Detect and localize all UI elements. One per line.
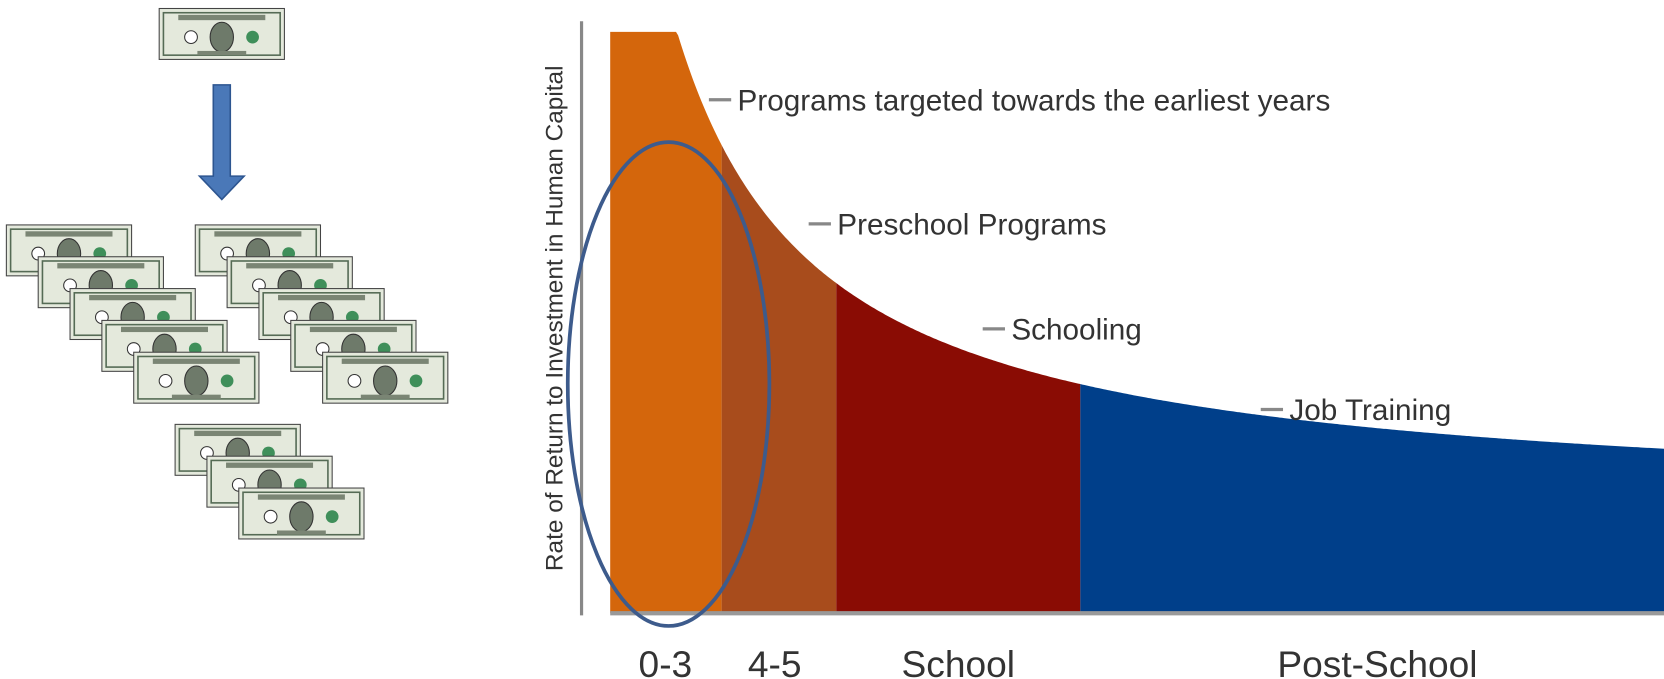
- bill-band: [89, 294, 177, 301]
- bill-seal-green: [220, 374, 234, 388]
- bill-bottom: [360, 394, 410, 399]
- bill-band: [194, 430, 282, 437]
- bill-bottom: [197, 50, 247, 56]
- segment-label: School: [902, 643, 1016, 679]
- bill-bottom: [171, 394, 221, 399]
- bill-border: [242, 491, 361, 536]
- bill-band: [226, 462, 314, 468]
- dollar-bill: [322, 351, 449, 404]
- bill-bottom: [276, 530, 326, 535]
- bill-seal: [158, 373, 173, 388]
- dollar-bill: [133, 351, 260, 404]
- bill-band: [152, 358, 240, 364]
- bill-band: [341, 358, 429, 364]
- dollar-bill: [238, 487, 365, 540]
- bill-portrait: [373, 365, 398, 397]
- annotation: Preschool Programs: [837, 208, 1106, 241]
- highlight-ellipse: [565, 140, 772, 628]
- annotation: Programs targeted towards the earliest y…: [738, 84, 1331, 117]
- bill-seal: [347, 373, 362, 388]
- bill-portrait: [209, 21, 235, 53]
- segment-label: 0-3: [639, 643, 693, 679]
- curve-segment: [721, 145, 837, 614]
- bill-portrait: [289, 501, 314, 533]
- curve-segment: [610, 31, 722, 614]
- y-axis-label: Rate of Return to Investment in Human Ca…: [542, 65, 569, 571]
- curve-areas: [610, 31, 1664, 614]
- bill-seal: [184, 30, 198, 45]
- x-labels: 0-3 4-5 School Post-School: [639, 643, 1478, 679]
- bill-band: [309, 326, 397, 333]
- bill-band: [278, 294, 366, 301]
- bill-seal-green: [409, 374, 423, 388]
- bill-seal-green: [325, 510, 339, 524]
- bill-band: [214, 231, 302, 237]
- bill-band: [120, 326, 208, 333]
- annotations: Programs targeted towards the earliest y…: [708, 84, 1451, 427]
- curve-segment: [1080, 384, 1664, 614]
- bill-seal: [263, 509, 278, 524]
- bill-portrait: [184, 365, 209, 397]
- dollar-bill: [158, 7, 285, 60]
- bill-band: [257, 494, 345, 500]
- bill-band: [246, 263, 334, 269]
- segment-label: 4-5: [748, 643, 802, 679]
- annotation: Job Training: [1289, 394, 1451, 427]
- bill-band: [57, 263, 145, 269]
- segment-label: Post-School: [1277, 643, 1477, 679]
- bill-band: [25, 231, 113, 237]
- annotation: Schooling: [1011, 314, 1141, 347]
- money-illustration: [5, 7, 449, 540]
- bill-seal-green: [246, 30, 259, 44]
- curve-segment: [836, 283, 1081, 614]
- arrow: [197, 84, 246, 201]
- bill-band: [178, 14, 266, 21]
